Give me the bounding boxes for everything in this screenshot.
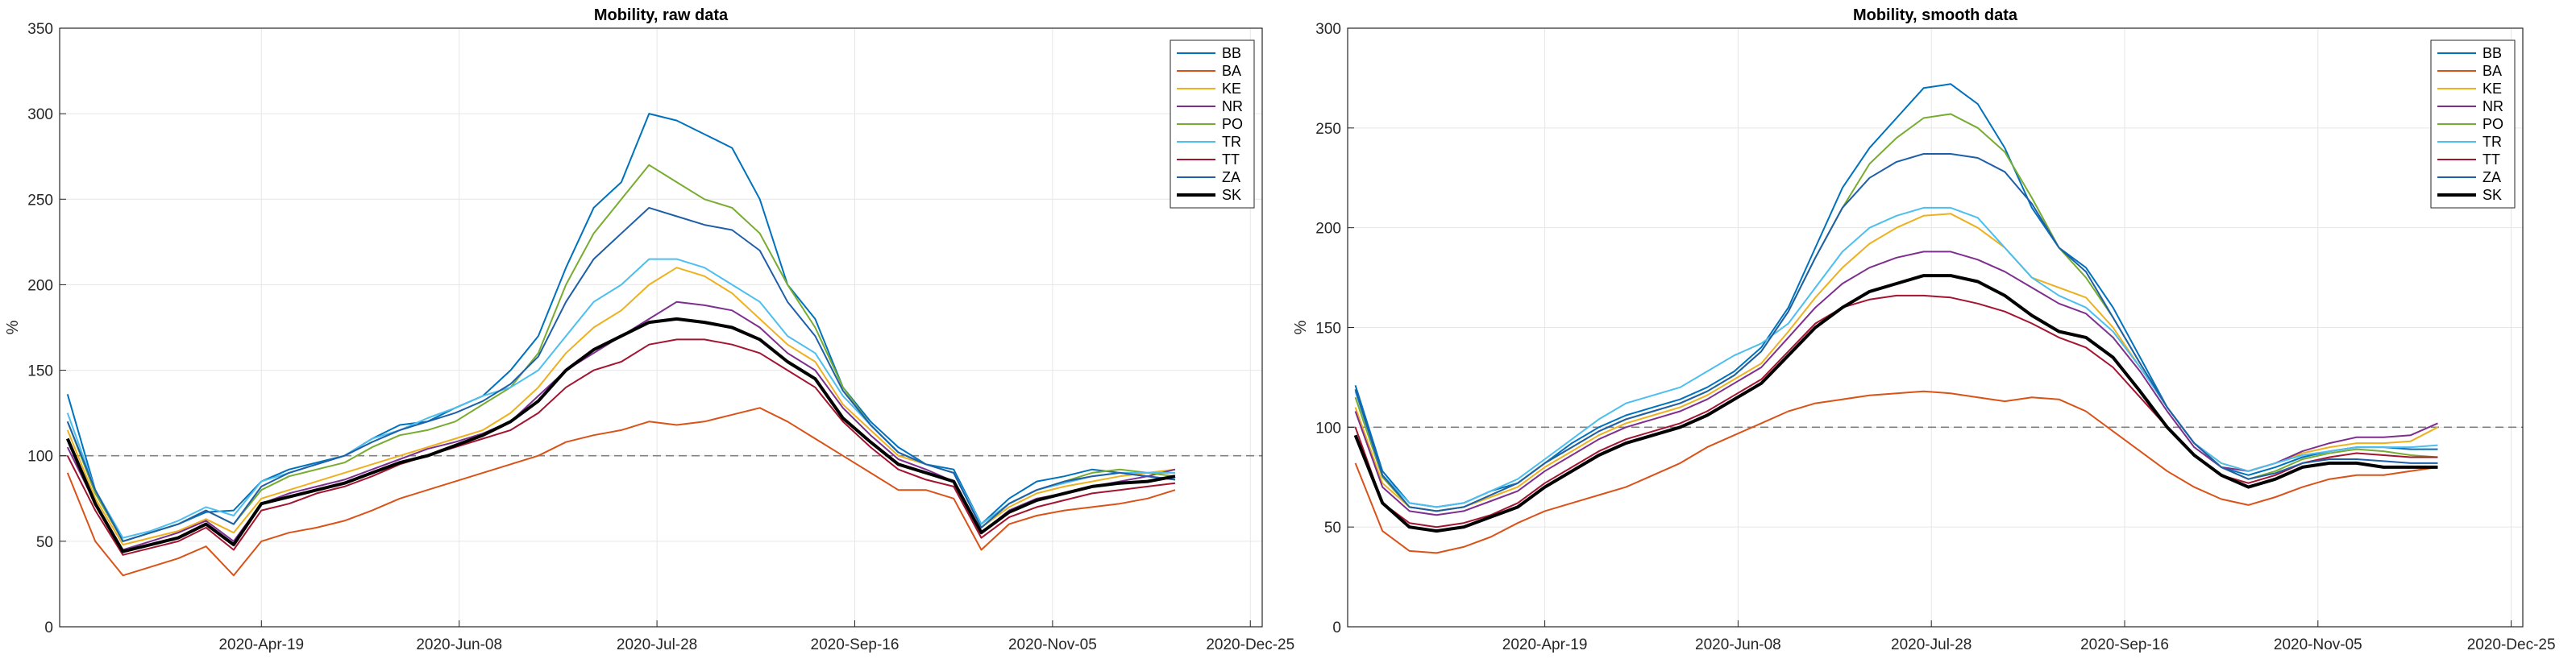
x-tick-label: 2020-Apr-19 xyxy=(218,636,304,653)
x-tick-label: 2020-Jul-28 xyxy=(1891,636,1971,653)
y-tick-label: 300 xyxy=(1315,21,1341,38)
y-tick-label: 200 xyxy=(1315,221,1341,238)
legend-label-po: PO xyxy=(2483,116,2503,132)
legend-label-nr: NR xyxy=(2483,98,2503,114)
plot-area xyxy=(60,28,1262,627)
y-tick-label: 0 xyxy=(44,620,53,636)
y-tick-label: 250 xyxy=(27,192,53,209)
series-line-sk xyxy=(65,317,1176,553)
y-tick-label: 150 xyxy=(27,363,53,380)
legend-label-nr: NR xyxy=(1222,98,1243,114)
y-tick-label: 0 xyxy=(1332,620,1341,636)
legend-label-bb: BB xyxy=(1222,45,1241,61)
series-line-za xyxy=(66,206,1176,542)
legend-label-ke: KE xyxy=(1222,81,1241,97)
y-tick-label: 100 xyxy=(1315,420,1341,437)
x-tick-label: 2020-Jul-28 xyxy=(617,636,697,653)
x-tick-label: 2020-Dec-25 xyxy=(2467,636,2556,653)
y-tick-label: 50 xyxy=(1324,520,1341,537)
y-tick-label: 350 xyxy=(27,21,53,38)
y-tick-label: 300 xyxy=(27,106,53,123)
x-tick-label: 2020-Nov-05 xyxy=(1008,636,1097,653)
series-line-ba xyxy=(66,407,1176,577)
legend-label-ba: BA xyxy=(1222,63,1241,79)
legend-label-tt: TT xyxy=(2483,151,2500,168)
chart-title: Mobility, smooth data xyxy=(1853,6,2018,24)
x-tick-label: 2020-Apr-19 xyxy=(1502,636,1588,653)
y-tick-label: 100 xyxy=(27,449,53,466)
axes-frame xyxy=(59,27,1263,628)
legend-label-po: PO xyxy=(1222,116,1243,132)
legend-label-tr: TR xyxy=(1222,134,1241,150)
legend-label-sk: SK xyxy=(2483,187,2502,203)
raw-data-panel: 0 50 100 150 200 250 300 350 2020-Apr-19 2020-Jun… xyxy=(4,6,1294,653)
legend-label-sk: SK xyxy=(1222,187,1241,203)
smooth-data-panel: 0 50 100 150 200 250 300 2020-Apr-19 2020-Jun-08… xyxy=(1292,6,2556,653)
y-axis-label: % xyxy=(1292,320,1310,334)
x-tick-label: 2020-Jun-08 xyxy=(416,636,502,653)
legend-label-ke: KE xyxy=(2483,81,2502,97)
y-tick-label: 200 xyxy=(27,277,53,294)
series-line-za xyxy=(1354,153,2438,512)
chart-title: Mobility, raw data xyxy=(594,6,729,24)
legend-label-za: ZA xyxy=(1222,169,1240,185)
x-tick-label: 2020-Jun-08 xyxy=(1695,636,1781,653)
series-line-bb xyxy=(66,113,1176,542)
series-line-tr xyxy=(66,258,1175,539)
legend-label-ba: BA xyxy=(2483,63,2502,79)
series-line-tt xyxy=(66,338,1176,556)
legend-label-tr: TR xyxy=(2483,134,2502,150)
series-line-sk xyxy=(1353,274,2438,533)
x-tick-label: 2020-Nov-05 xyxy=(2274,636,2362,653)
y-tick-label: 150 xyxy=(1315,321,1341,338)
legend-label-bb: BB xyxy=(2483,45,2502,61)
y-tick-label: 250 xyxy=(1315,121,1341,138)
series-line-ba xyxy=(1354,390,2438,554)
y-axis-label: % xyxy=(4,320,22,334)
legend-label-tt: TT xyxy=(1222,151,1240,168)
legend-label-za: ZA xyxy=(2483,169,2501,185)
series-line-tr xyxy=(1354,206,2438,508)
series-line-tt xyxy=(1354,294,2438,528)
y-tick-label: 50 xyxy=(36,534,53,551)
x-tick-label: 2020-Dec-25 xyxy=(1206,636,1294,653)
x-tick-label: 2020-Sep-16 xyxy=(2080,636,2169,653)
x-tick-label: 2020-Sep-16 xyxy=(811,636,900,653)
series-line-ke xyxy=(66,267,1176,546)
